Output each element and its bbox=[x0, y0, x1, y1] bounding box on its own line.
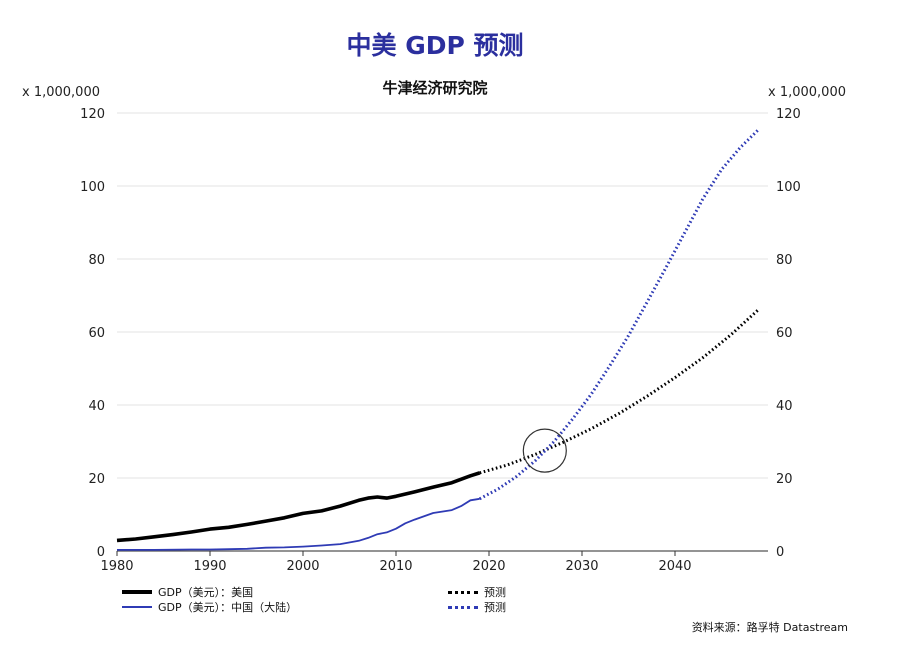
china-gdp-line bbox=[117, 497, 480, 551]
us-forecast-line bbox=[479, 308, 760, 475]
y-tick-left-80: 80 bbox=[88, 253, 105, 268]
x-tick-2010: 2010 bbox=[379, 559, 412, 574]
y-tick-left-20: 20 bbox=[88, 472, 105, 487]
y-tick-left-120: 120 bbox=[80, 107, 105, 122]
legend-swatch-us-forecast bbox=[448, 590, 478, 594]
crossover-circle bbox=[522, 428, 567, 473]
china-forecast-line bbox=[478, 128, 760, 501]
y-tick-right-120: 120 bbox=[776, 107, 801, 122]
legend-swatch-us bbox=[122, 590, 152, 594]
legend-item-china: GDP（美元）：中国（大陆） bbox=[122, 599, 297, 615]
legend-label-us-forecast: 预测 bbox=[484, 586, 506, 599]
source-note: 资料来源：路孚特 Datastream bbox=[691, 621, 848, 634]
x-tick-1980: 1980 bbox=[100, 559, 133, 574]
legend-label-china: GDP（美元）：中国（大陆） bbox=[158, 601, 298, 614]
y-tick-right-0: 0 bbox=[776, 545, 784, 560]
legend-item-us-forecast: 预测 bbox=[448, 584, 506, 600]
x-tick-1990: 1990 bbox=[193, 559, 226, 574]
legend-label-us: GDP（美元）：美国 bbox=[158, 586, 254, 599]
y-tick-left-100: 100 bbox=[80, 180, 105, 195]
legend-item-china-forecast: 预测 bbox=[448, 599, 506, 615]
x-tick-2030: 2030 bbox=[565, 559, 598, 574]
chart-title: 中美 GDP 预测 bbox=[346, 31, 524, 60]
y-tick-right-60: 60 bbox=[776, 326, 793, 341]
y-tick-left-40: 40 bbox=[88, 399, 105, 414]
right-axis-unit: x 1,000,000 bbox=[768, 85, 846, 100]
y-tick-right-80: 80 bbox=[776, 253, 793, 268]
y-tick-right-20: 20 bbox=[776, 472, 793, 487]
legend-swatch-china bbox=[122, 606, 152, 608]
legend-swatch-china-forecast bbox=[448, 605, 478, 609]
y-tick-right-40: 40 bbox=[776, 399, 793, 414]
x-tick-2020: 2020 bbox=[472, 559, 505, 574]
x-tick-2040: 2040 bbox=[658, 559, 691, 574]
legend-item-us: GDP（美元）：美国 bbox=[122, 584, 253, 600]
y-tick-left-0: 0 bbox=[97, 545, 105, 560]
us-gdp-line bbox=[116, 471, 481, 543]
left-axis-unit: x 1,000,000 bbox=[22, 85, 100, 100]
x-tick-2000: 2000 bbox=[286, 559, 319, 574]
legend-label-china-forecast: 预测 bbox=[484, 601, 506, 614]
y-tick-right-100: 100 bbox=[776, 180, 801, 195]
y-tick-left-60: 60 bbox=[88, 326, 105, 341]
chart-subtitle: 牛津经济研究院 bbox=[382, 79, 488, 97]
